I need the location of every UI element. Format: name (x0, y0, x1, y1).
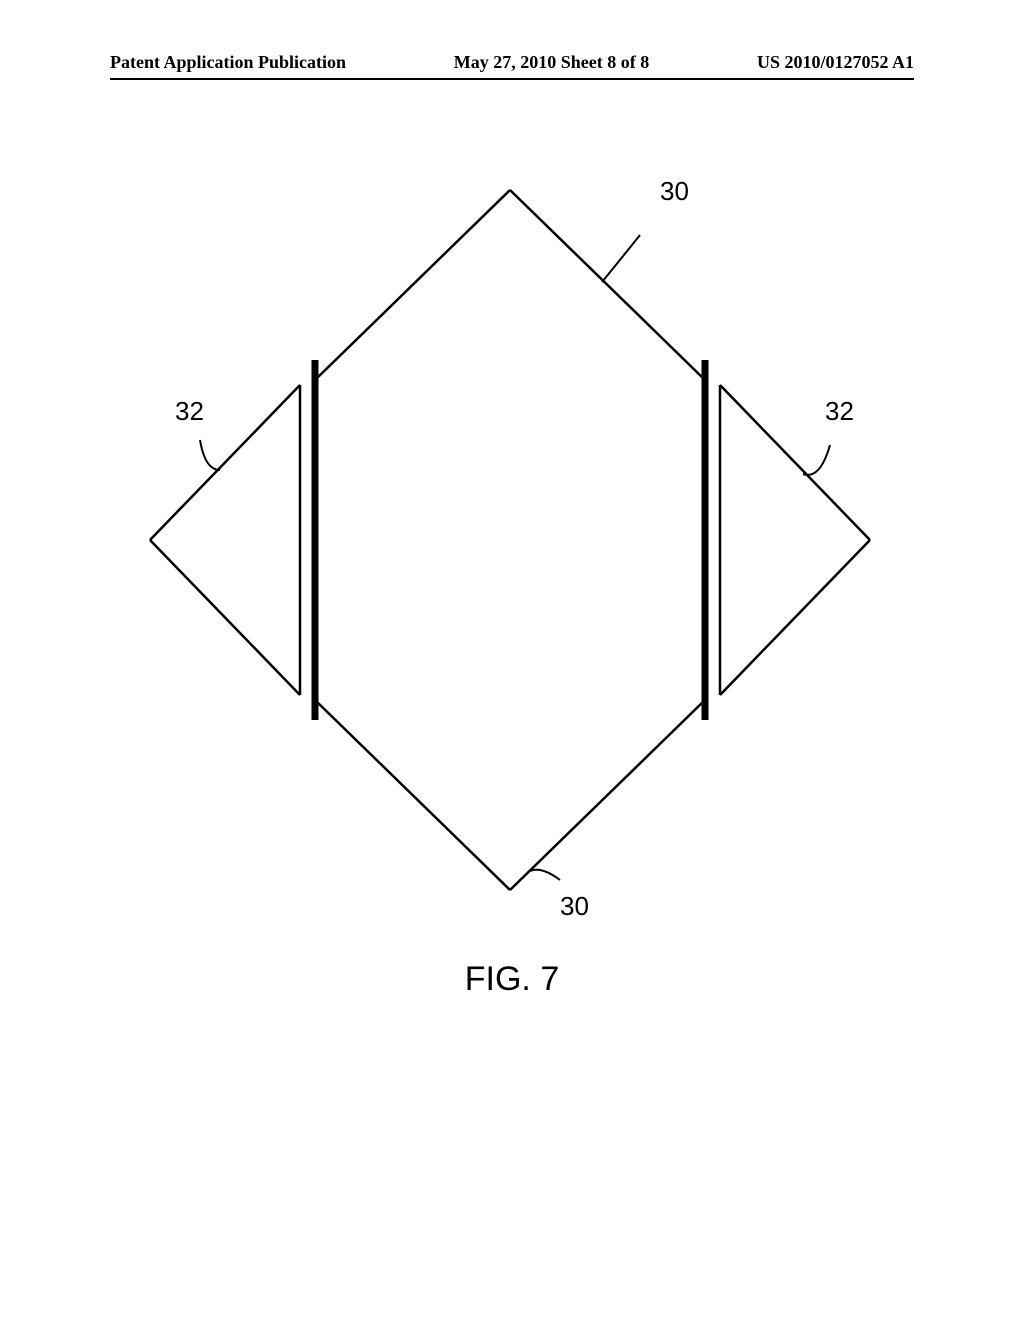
hex-bottom-right-edge (510, 700, 705, 890)
right-triangle-bottom-edge (720, 540, 870, 695)
ref-label-32-right: 32 (825, 396, 854, 426)
left-triangle-bottom-edge (150, 540, 300, 695)
header-divider (110, 78, 914, 80)
callout-arc-32-right (803, 445, 830, 475)
callout-arc-30-bottom (528, 870, 560, 880)
header-right: US 2010/0127052 A1 (757, 52, 914, 73)
figure-7: 30 30 32 32 (130, 160, 890, 920)
left-triangle-top-edge (150, 385, 300, 540)
header-center: May 27, 2010 Sheet 8 of 8 (454, 52, 649, 73)
figure-caption: FIG. 7 (0, 960, 1024, 999)
header-left: Patent Application Publication (110, 52, 346, 73)
callout-arc-32-left (200, 440, 220, 470)
hex-top-left-edge (315, 190, 510, 380)
ref-label-30-top: 30 (660, 176, 689, 206)
patent-header: Patent Application Publication May 27, 2… (0, 52, 1024, 73)
ref-label-30-bottom: 30 (560, 891, 589, 920)
figure-svg: 30 30 32 32 (130, 160, 890, 920)
callout-arc-30-top (602, 235, 640, 282)
ref-label-32-left: 32 (175, 396, 204, 426)
hex-bottom-left-edge (315, 700, 510, 890)
center-hexagon (315, 190, 705, 890)
right-triangle-flap (720, 385, 870, 695)
hex-top-right-edge (510, 190, 705, 380)
left-triangle-flap (150, 385, 300, 695)
